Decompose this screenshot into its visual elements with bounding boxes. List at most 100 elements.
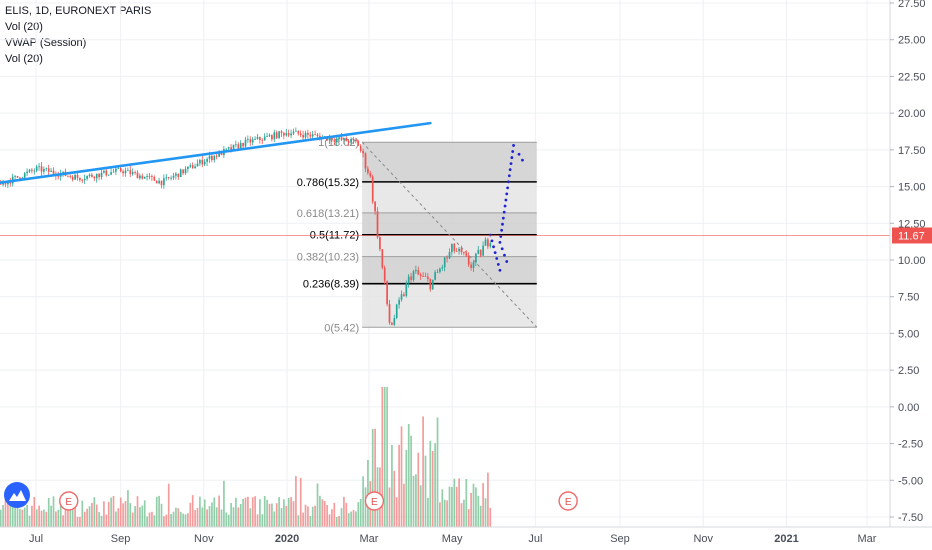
candle-body: [429, 278, 432, 290]
volume-bar: [239, 504, 242, 527]
candle-body: [261, 139, 264, 141]
volume-bar: [218, 495, 220, 527]
candle-body: [311, 134, 314, 137]
forecast-dot: [500, 228, 504, 232]
candle-body: [45, 168, 48, 170]
forecast-dot: [512, 144, 515, 147]
legend-indicator-vol-2[interactable]: Vol (20): [5, 53, 43, 65]
volume-bar: [71, 497, 74, 527]
trendline-drawing[interactable]: [0, 121, 432, 186]
volume-bar: [107, 501, 110, 527]
volume-bar: [254, 496, 256, 527]
volume-bar: [59, 497, 62, 527]
time-axis[interactable]: Jul Sep Nov 2020 Mar May Jul Sep Nov 2021 Mar: [0, 526, 932, 545]
candle-body: [309, 134, 312, 137]
price-axis[interactable]: 27.50 25.00 22.50 20.00 17.50 15.00 12.50 10.00…: [889, 0, 926, 527]
candle-body: [71, 176, 74, 180]
price-axis-label: -2.50: [898, 439, 923, 451]
candle-body: [391, 322, 393, 325]
volume-bar: [136, 496, 139, 527]
candle-body: [371, 176, 374, 202]
candle-body: [424, 276, 427, 277]
candle-body: [9, 181, 12, 184]
forecast-dot: [508, 168, 512, 172]
forecast-dot: [507, 174, 511, 178]
forecast-dot: [504, 198, 508, 202]
price-axis-label: 7.50: [898, 292, 919, 304]
volume-bar: [103, 501, 105, 527]
candle-body: [160, 180, 163, 186]
last-price-label: 11.67: [898, 230, 925, 242]
volume-bar: [237, 507, 240, 527]
candle-body: [16, 176, 19, 178]
candle-body: [124, 170, 127, 174]
candle-body: [479, 249, 482, 256]
forecast-path-drawing[interactable]: [488, 144, 524, 272]
legend-symbol[interactable]: ELIS, 1D, EURONEXT PARIS: [5, 5, 152, 17]
volume-bar: [153, 515, 156, 527]
volume-bar: [160, 503, 163, 527]
volume-bar: [95, 504, 98, 527]
candle-body: [139, 175, 141, 179]
time-axis-label: Mar: [359, 533, 378, 545]
candle-body: [115, 168, 117, 172]
candle-body: [434, 272, 436, 280]
volume-bar: [400, 426, 403, 527]
forecast-dot: [498, 240, 502, 244]
candle-body: [381, 249, 384, 268]
tradingview-logo[interactable]: [4, 482, 30, 508]
candle-body: [278, 131, 280, 139]
volume-bar: [179, 511, 182, 527]
candle-body: [220, 151, 223, 156]
candle-body: [331, 137, 333, 141]
candle-body: [91, 174, 93, 177]
candle-body: [393, 318, 396, 325]
legend-indicator-vol-1[interactable]: Vol (20): [5, 21, 43, 33]
candle-body: [57, 176, 60, 177]
candle-body: [439, 268, 441, 273]
volume-bar: [232, 507, 235, 527]
time-axis-label: May: [442, 533, 463, 545]
candle-body: [448, 252, 451, 259]
volume-bar: [151, 511, 153, 527]
volume-bar: [388, 487, 391, 527]
candle-body: [407, 276, 410, 284]
candle-body: [340, 137, 343, 140]
candle-body: [316, 134, 319, 137]
volume-bar: [266, 499, 268, 527]
volume-bar: [19, 508, 21, 527]
earnings-marker: [59, 491, 79, 511]
time-axis-label: Jul: [528, 533, 542, 545]
candle-body: [14, 176, 16, 177]
volume-bar: [211, 502, 213, 527]
candle-body: [343, 137, 345, 140]
candle-body: [230, 147, 232, 150]
candle-body: [484, 239, 487, 246]
volume-bar: [165, 514, 168, 527]
volume-bar: [16, 504, 19, 527]
volume-bar: [304, 504, 307, 527]
volume-bar: [187, 513, 189, 527]
volume-bar: [122, 503, 124, 527]
volume-bar: [244, 497, 247, 527]
forecast-dot: [521, 158, 524, 162]
time-axis-label: Mar: [857, 533, 876, 545]
candle-body: [203, 161, 206, 165]
earnings-marker-label: E: [371, 497, 378, 508]
candle-body: [177, 173, 180, 178]
volume-bar: [9, 501, 12, 527]
volume-bar: [299, 477, 302, 527]
candle-body: [463, 252, 465, 254]
volume-bar: [487, 472, 489, 527]
volume-bar: [407, 423, 410, 527]
candle-body: [254, 138, 256, 140]
candle-body: [52, 170, 55, 174]
candle-body: [26, 171, 28, 174]
candle-body: [134, 172, 136, 173]
candle-body: [412, 271, 415, 280]
candle-body: [33, 170, 36, 172]
volume-bar: [290, 497, 292, 527]
volume-bar: [311, 506, 314, 527]
